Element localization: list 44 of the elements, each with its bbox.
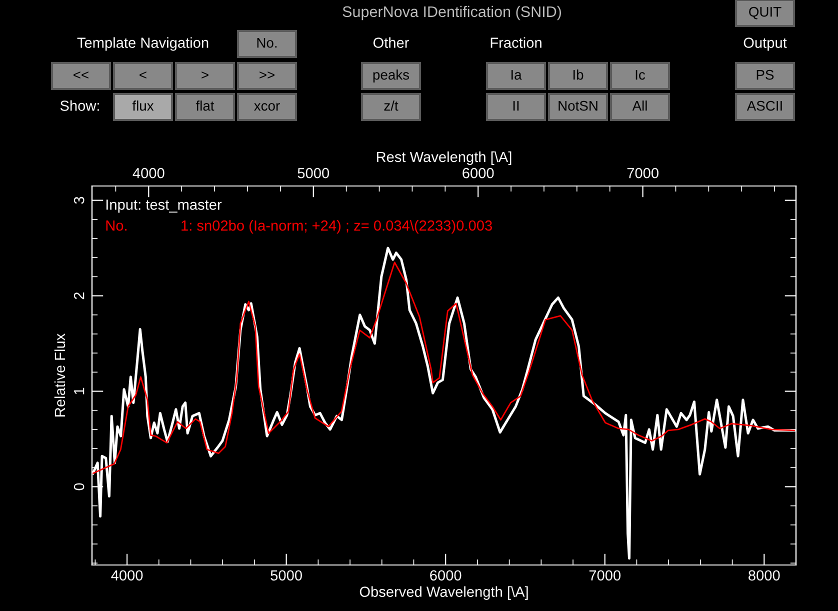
x2-tick-label: 7000 <box>627 168 658 178</box>
text: Ia <box>511 70 522 80</box>
x2-tick-label: 5000 <box>298 168 330 178</box>
text: QUIT <box>749 6 782 20</box>
text: All <box>632 100 647 111</box>
text: xcor <box>254 103 280 111</box>
text: z/t <box>384 100 398 111</box>
text: Input: test_master <box>106 200 222 213</box>
x-axis-title: Observed Wavelength [\A] <box>360 586 528 600</box>
x-tick-label: 7000 <box>589 570 621 581</box>
text: < <box>140 71 146 79</box>
x2-tick-label: 6000 <box>462 168 494 178</box>
text: NotSN <box>558 100 598 111</box>
y-tick-label: 3 <box>74 196 84 204</box>
text: ASCII <box>746 100 782 111</box>
text: Fraction <box>490 37 542 48</box>
x-tick-label: 5000 <box>270 570 302 581</box>
text: >> <box>260 71 274 79</box>
text: flux <box>132 100 154 111</box>
y-axis-title: Relative Flux <box>54 334 66 416</box>
x-tick-label: 4000 <box>111 570 143 581</box>
line-series <box>92 262 796 474</box>
text: Ic <box>636 70 646 80</box>
text: << <box>74 71 88 79</box>
x-tick-label: 8000 <box>748 570 780 581</box>
text: Output <box>744 38 787 51</box>
x-tick-label: 6000 <box>430 570 462 581</box>
y-tick-label: 2 <box>74 292 84 300</box>
y-tick-label: 1 <box>74 388 84 394</box>
text: peaks <box>373 70 410 82</box>
text: No. <box>257 38 277 48</box>
chart-title: SuperNova IDentification (SNID) <box>342 6 562 20</box>
text: Template Navigation <box>77 37 208 51</box>
text: Ib <box>573 70 584 80</box>
text: Other <box>373 37 409 48</box>
text: > <box>202 71 208 79</box>
text: PS <box>756 70 774 80</box>
text: No. 1: sn02bo (Ia-norm; +24) ; z= 0.034\(2233)0.003 <box>106 220 492 234</box>
text: II <box>513 101 519 111</box>
text: flat <box>196 100 214 111</box>
y-tick-label: 0 <box>74 483 84 490</box>
text: Show: <box>60 100 99 111</box>
x2-tick-label: 4000 <box>132 168 164 178</box>
x2-axis-title: Rest Wavelength [\A] <box>376 151 512 166</box>
